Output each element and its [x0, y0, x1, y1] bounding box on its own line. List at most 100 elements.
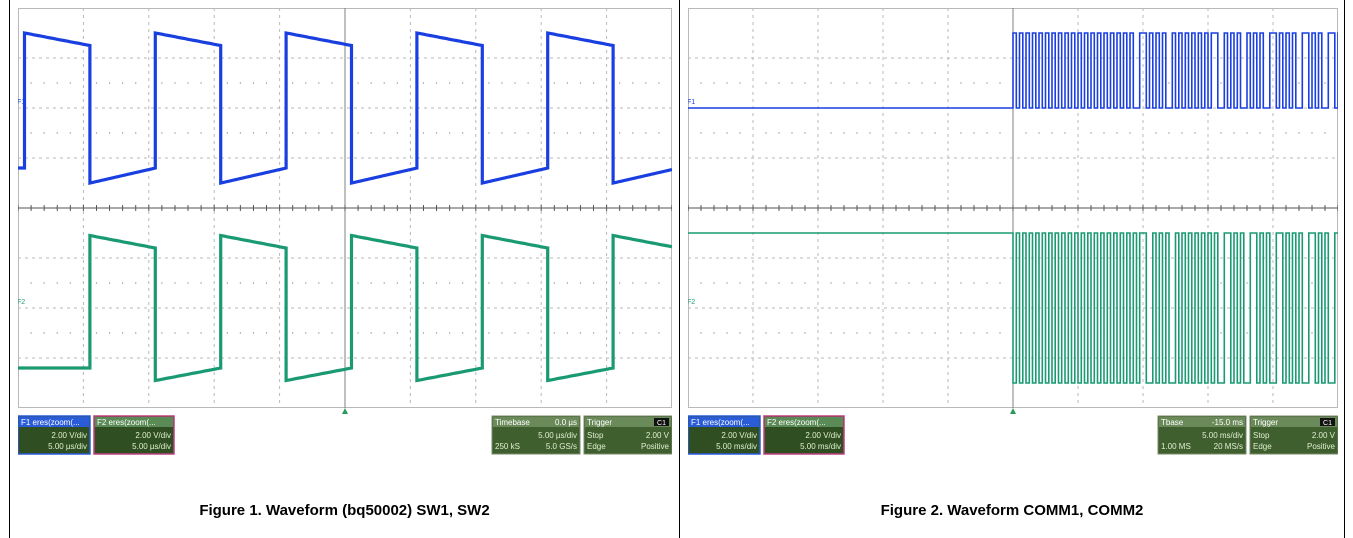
grid-dot: [713, 82, 715, 84]
grid-dot: [200, 332, 202, 334]
grid-dot: [239, 82, 242, 84]
grid-dot: [161, 282, 163, 284]
readout-f2-line2: 5.00 ms/div: [800, 442, 841, 451]
grid-dot: [934, 132, 936, 134]
grid-dot: [435, 282, 438, 284]
grid-dot: [357, 132, 359, 134]
grid-dot: [252, 132, 255, 134]
grid-dot: [174, 282, 176, 284]
grid-dot: [618, 282, 621, 284]
grid-dot: [291, 82, 294, 84]
grid-dot: [69, 132, 72, 134]
grid-dot: [135, 332, 137, 334]
figure-1-caption: Figure 1. Waveform (bq50002) SW1, SW2: [199, 502, 490, 519]
trigger-level: 2.00 V: [646, 431, 670, 440]
grid-dot: [843, 82, 845, 84]
grid-dot: [305, 132, 307, 134]
grid-dot: [830, 282, 832, 284]
scope-screen-2: F1 F2 F1 eres(zoom(... 2.00 V/div 5.00 ms/di…: [688, 8, 1338, 455]
grid-dot: [108, 332, 111, 334]
grid-dot: [1155, 132, 1157, 134]
readout-f1-title: F1 eres(zoom(...: [21, 418, 80, 427]
grid-dot: [791, 282, 793, 284]
grid-dot: [592, 132, 595, 134]
grid-dot: [856, 332, 858, 334]
trigger-slope: Positive: [641, 442, 670, 451]
grid-dot: [713, 332, 715, 334]
grid-dot: [291, 282, 294, 284]
grid-dot: [1324, 82, 1326, 84]
grid-dot: [252, 332, 255, 334]
grid-dot: [291, 132, 294, 134]
grid-dot: [121, 82, 124, 84]
grid-dot: [370, 332, 372, 334]
timebase-rate: 20 MS/s: [1214, 442, 1243, 451]
grid-dot: [291, 332, 294, 334]
grid-dot: [869, 82, 871, 84]
grid-dot: [305, 82, 307, 84]
grid-dot: [960, 332, 962, 334]
readout-f2-header: [95, 417, 173, 427]
grid-dot: [765, 332, 767, 334]
grid-dot: [921, 132, 923, 134]
grid-dot: [30, 82, 32, 84]
grid-dot: [1220, 282, 1222, 284]
grid-dot: [69, 282, 72, 284]
grid-dot: [960, 132, 962, 134]
readout-f2: F2 eres(zoom(... 2.00 V/div 5.00 ms/div: [763, 415, 845, 455]
grid-dot: [226, 82, 228, 84]
grid-dot: [895, 132, 897, 134]
grid-dot: [843, 132, 845, 134]
grid-dot: [318, 82, 320, 84]
grid-dot: [1116, 132, 1118, 134]
grid-dot: [1168, 82, 1170, 84]
grid-dot: [895, 82, 897, 84]
readout-trigger: Trigger C1 Stop 2.00 V Edge Positive: [583, 415, 672, 455]
readout-f2-line1: 2.00 V/div: [135, 431, 171, 440]
grid-dot: [739, 282, 741, 284]
grid-dot: [791, 132, 793, 134]
readout-f1-title: F1 eres(zoom(...: [691, 418, 750, 427]
grid-dot: [632, 282, 634, 284]
grid-dot: [1233, 132, 1235, 134]
grid-dot: [1311, 332, 1313, 334]
grid-dot: [422, 282, 425, 284]
grid-dot: [1051, 132, 1053, 134]
readout-f2-title: F2 eres(zoom(...: [97, 418, 156, 427]
grid-dot: [1038, 132, 1040, 134]
grid-dot: [448, 82, 451, 84]
grid-dot: [396, 82, 399, 84]
grid-dot: [566, 132, 569, 134]
grid-dot: [843, 282, 845, 284]
grid-dot: [121, 332, 124, 334]
grid-dot: [448, 332, 451, 334]
grid-dot: [700, 82, 702, 84]
grid-dot: [778, 132, 780, 134]
grid-dot: [645, 282, 647, 284]
grid-dot: [527, 332, 529, 334]
grid-dot: [830, 332, 832, 334]
grid-dot: [56, 282, 58, 284]
grid-dot: [658, 332, 660, 334]
grid-dot: [501, 282, 503, 284]
grid-dot: [43, 332, 45, 334]
timebase-value: 0.0 µs: [555, 418, 577, 427]
grid-dot: [1298, 82, 1300, 84]
grid-dot: [579, 282, 582, 284]
grid-dot: [843, 332, 845, 334]
timebase-scale: 5.00 ms/div: [1202, 431, 1243, 440]
grid-dot: [462, 82, 464, 84]
grid-dot: [856, 282, 858, 284]
grid-dot: [1025, 132, 1027, 134]
grid-dot: [30, 282, 32, 284]
grid-dot: [658, 82, 660, 84]
grid-dot: [700, 332, 702, 334]
grid-dot: [331, 132, 333, 134]
grid-dot: [658, 132, 660, 134]
figure-2-panel: F1 F2 F1 eres(zoom(... 2.00 V/div 5.00 ms/di…: [679, 0, 1345, 538]
grid-dot: [226, 282, 228, 284]
grid-dot: [618, 332, 621, 334]
grid-dot: [566, 82, 569, 84]
grid-dot: [422, 332, 425, 334]
f1-marker: F1: [18, 99, 25, 106]
